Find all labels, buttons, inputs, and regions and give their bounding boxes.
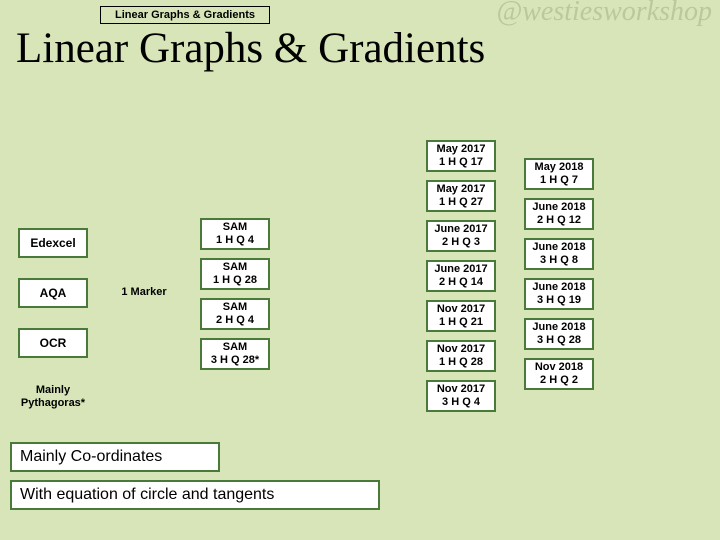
- date-box-col2-5: Nov 20182 H Q 2: [524, 358, 594, 390]
- date-box-col1-1: May 20171 H Q 27: [426, 180, 496, 212]
- date-box-col1-6: Nov 20173 H Q 4: [426, 380, 496, 412]
- date-box-col1-2: June 20172 H Q 3: [426, 220, 496, 252]
- date-box-col1-5: Nov 20171 H Q 28: [426, 340, 496, 372]
- date-box-col2-0: May 20181 H Q 7: [524, 158, 594, 190]
- plain-label-1: MainlyPythagoras*: [18, 384, 88, 410]
- page-title: Linear Graphs & Gradients: [16, 24, 485, 73]
- bottom-box-0: Mainly Co-ordinates: [10, 442, 220, 472]
- date-box-col2-3: June 20183 H Q 19: [524, 278, 594, 310]
- exam-board-box-0: Edexcel: [18, 228, 88, 258]
- sam-box-0: SAM1 H Q 4: [200, 218, 270, 250]
- sam-box-1: SAM1 H Q 28: [200, 258, 270, 290]
- date-box-col2-2: June 20183 H Q 8: [524, 238, 594, 270]
- date-box-col1-0: May 20171 H Q 17: [426, 140, 496, 172]
- header-small-title: Linear Graphs & Gradients: [100, 6, 270, 24]
- exam-board-box-2: OCR: [18, 328, 88, 358]
- sam-box-2: SAM2 H Q 4: [200, 298, 270, 330]
- watermark: @westiesworkshop: [496, 0, 712, 28]
- date-box-col2-1: June 20182 H Q 12: [524, 198, 594, 230]
- exam-board-box-1: AQA: [18, 278, 88, 308]
- date-box-col1-4: Nov 20171 H Q 21: [426, 300, 496, 332]
- bottom-box-1: With equation of circle and tangents: [10, 480, 380, 510]
- date-box-col2-4: June 20183 H Q 28: [524, 318, 594, 350]
- sam-box-3: SAM3 H Q 28*: [200, 338, 270, 370]
- plain-label-0: 1 Marker: [114, 286, 174, 299]
- date-box-col1-3: June 20172 H Q 14: [426, 260, 496, 292]
